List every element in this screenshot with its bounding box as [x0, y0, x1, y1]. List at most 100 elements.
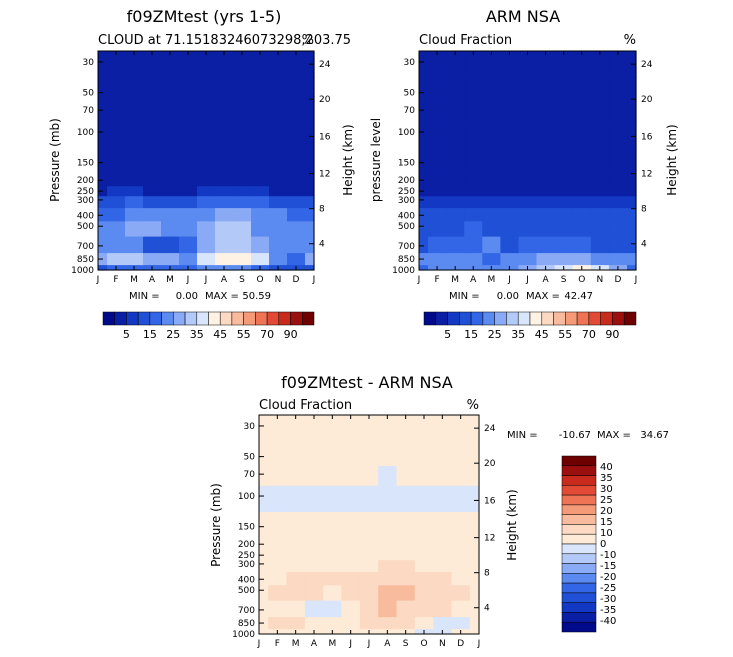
heatmap-cell: [446, 236, 465, 254]
heatmap-cell: [572, 121, 592, 148]
heatmap-cell: [446, 195, 465, 209]
colorbar-swatch: [553, 311, 566, 326]
heatmap-cell: [359, 559, 379, 573]
heatmap-cell: [627, 236, 637, 254]
heatmap-cell: [482, 101, 501, 122]
colorbar-swatch: [623, 311, 637, 326]
height-tick-label: 16: [319, 132, 331, 142]
heatmap-cell: [590, 195, 610, 209]
heatmap-cell: [215, 236, 234, 254]
month-tick-label: A: [384, 639, 391, 649]
heatmap-cell: [179, 101, 198, 122]
heatmap-cell: [446, 185, 465, 197]
heatmap-cell: [464, 195, 483, 209]
heatmap-cell: [433, 571, 453, 586]
heatmap-cell: [161, 220, 180, 237]
heatmap-cell: [419, 236, 429, 254]
heatmap-cell: [197, 195, 216, 209]
heatmap-cell: [414, 600, 434, 618]
colorbar-swatch: [561, 465, 597, 476]
heatmap-cell: [269, 147, 288, 173]
heatmap-cell: [572, 77, 592, 102]
heatmap-cell: [286, 535, 306, 551]
heatmap-cell: [287, 51, 306, 78]
height-tick-label: 24: [484, 424, 496, 434]
pressure-tick-label: 700: [398, 242, 415, 252]
colorbar-label: 70: [260, 328, 274, 341]
heatmap-cell: [341, 465, 361, 486]
heatmap-cell: [269, 51, 288, 78]
colorbar-label: 0: [600, 539, 606, 550]
heatmap-cell: [197, 171, 216, 187]
pressure-tick-label: 850: [77, 255, 94, 265]
heatmap-cell: [396, 549, 416, 561]
heatmap-cell: [433, 535, 453, 551]
pressure-tick-label: 50: [83, 89, 95, 99]
heatmap-cell: [464, 185, 483, 197]
heatmap-cell: [287, 207, 306, 222]
heatmap-cell: [518, 252, 538, 266]
heatmap-cell: [304, 511, 324, 537]
heatmap-cell: [161, 195, 180, 209]
heatmap-cell: [608, 51, 628, 78]
heatmap-cell: [359, 549, 379, 561]
pressure-tick-label: 100: [398, 128, 415, 138]
heatmap-cell: [305, 147, 315, 173]
heatmap-cell: [428, 220, 447, 237]
heatmap-cell: [287, 147, 306, 173]
heatmap-cell: [554, 51, 574, 78]
heatmap-cell: [590, 121, 610, 148]
heatmap-cell: [143, 236, 162, 254]
heatmap-cell: [143, 51, 162, 78]
heatmap-cell: [215, 207, 234, 222]
heatmap-cell: [197, 77, 216, 102]
heatmap-cell: [179, 51, 198, 78]
month-tick-label: M: [130, 275, 138, 285]
heatmap-cell: [286, 600, 306, 618]
heatmap-cell: [482, 220, 501, 237]
heatmap-cell: [500, 252, 520, 266]
colorbar-label: 45: [535, 328, 549, 341]
heatmap-cell: [419, 51, 429, 78]
heatmap-cell: [414, 584, 434, 601]
heatmap-cell: [464, 147, 483, 173]
heatmap-cell: [378, 616, 398, 630]
heatmap-cell: [627, 264, 637, 271]
heatmap-cell: [341, 485, 361, 512]
heatmap-cell: [627, 207, 637, 222]
colorbar-swatch: [102, 311, 115, 326]
heatmap-cell: [627, 77, 637, 102]
heatmap-cell: [536, 51, 556, 78]
heatmap-cell: [359, 584, 379, 601]
heatmap-cell: [419, 220, 429, 237]
heatmap-cell: [268, 600, 288, 618]
heatmap-cell: [554, 220, 574, 237]
panel-diff: f09ZMtest - ARM NSA Cloud Fraction % J F M…: [209, 373, 669, 649]
panel-diff-y2label: Height (km): [505, 489, 519, 560]
heatmap-cell: [396, 571, 416, 586]
heatmap-cell: [286, 549, 306, 561]
pressure-tick-label: 150: [77, 159, 94, 169]
heatmap-cell: [464, 171, 483, 187]
heatmap-cell: [125, 220, 144, 237]
heatmap-cell: [500, 236, 520, 254]
panel-model-y2label: Height (km): [341, 124, 355, 195]
heatmap-cell: [215, 51, 234, 78]
heatmap-cell: [414, 415, 434, 442]
colorbar-swatch: [231, 311, 244, 326]
month-tick-label: J: [634, 275, 638, 285]
heatmap-cell: [428, 252, 447, 266]
month-tick-label: A: [149, 275, 156, 285]
heatmap-cell: [197, 220, 216, 237]
heatmap-cell: [268, 535, 288, 551]
pressure-tick-label: 50: [244, 453, 256, 463]
heatmap-cell: [323, 441, 343, 466]
heatmap-cell: [233, 77, 252, 102]
heatmap-cell: [179, 171, 198, 187]
heatmap-cell: [414, 485, 434, 512]
heatmap-cell: [518, 220, 538, 237]
heatmap-cell: [304, 535, 324, 551]
height-tick-label: 8: [641, 205, 647, 215]
heatmap-cell: [554, 121, 574, 148]
heatmap-cell: [179, 185, 198, 197]
